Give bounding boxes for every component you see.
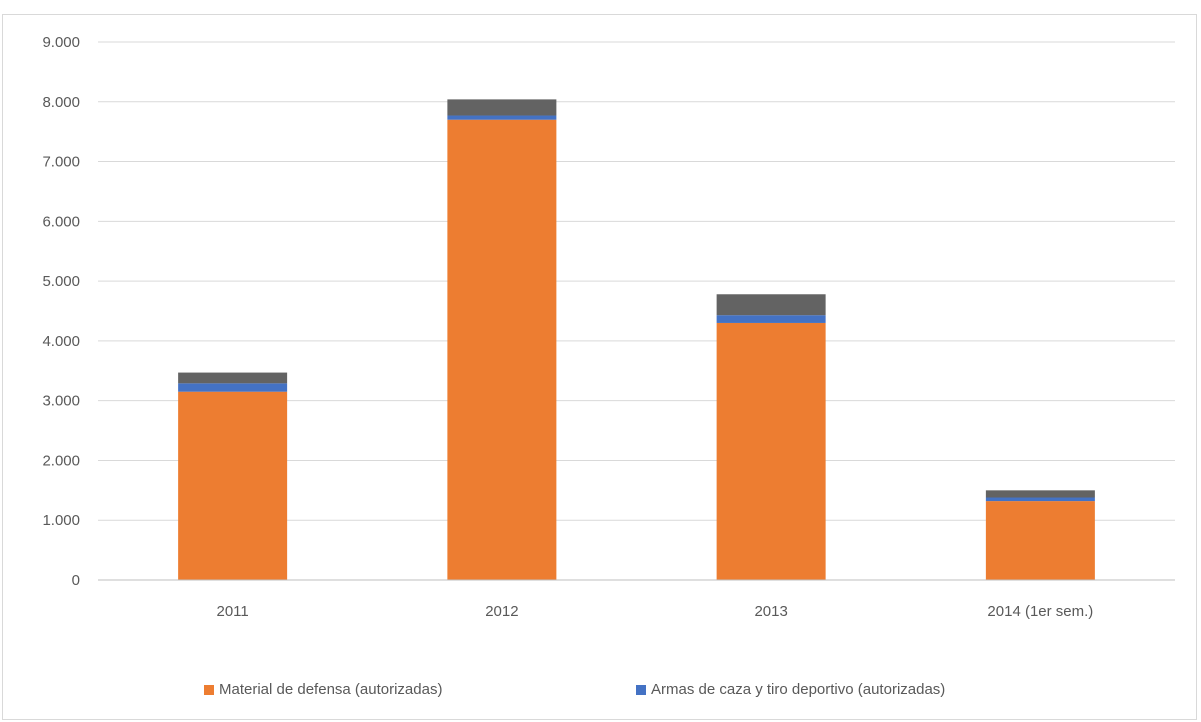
bar-segment-2012-series-0 [447, 119, 557, 580]
legend-item-material-defensa: Material de defensa (autorizadas) [204, 681, 442, 698]
legend-swatch-material-defensa [204, 684, 214, 695]
axes: 0 1.000 2.000 3.000 4.000 5.000 6.000 7.000 8.00… [42, 34, 1175, 620]
bars [178, 99, 1095, 580]
bar-segment-2014-series-2 [985, 490, 1095, 498]
bar-segment-2011-series-0 [178, 391, 288, 580]
y-tick-label: 0 [72, 572, 80, 589]
x-tick-label: 2014 (1er sem.) [987, 603, 1093, 620]
y-tick-label: 8.000 [42, 94, 80, 111]
y-tick-label: 6.000 [42, 213, 80, 230]
bar-segment-2011-series-2 [178, 372, 288, 384]
bar-segment-2014-series-0 [985, 501, 1095, 580]
bar-segment-2012-series-2 [447, 99, 557, 116]
bar-segment-2013-series-1 [716, 315, 826, 323]
chart-frame [2, 14, 1197, 720]
legend: Material de defensa (autorizadas) Armas … [0, 681, 1201, 703]
bar-segment-2013-series-2 [716, 294, 826, 316]
legend-label-armas-caza: Armas de caza y tiro deportivo (autoriza… [651, 681, 946, 698]
y-tick-label: 5.000 [42, 273, 80, 290]
y-tick-label: 9.000 [42, 34, 80, 51]
bar-segment-2011-series-1 [178, 383, 288, 392]
bar-segment-2013-series-0 [716, 322, 826, 580]
bar-segment-2012-series-1 [447, 115, 557, 120]
legend-swatch-armas-caza [636, 684, 646, 695]
y-tick-label: 2.000 [42, 452, 80, 469]
legend-item-armas-caza: Armas de caza y tiro deportivo (autoriza… [636, 681, 945, 698]
x-tick-label: 2013 [754, 603, 787, 620]
x-tick-label: 2011 [216, 603, 248, 620]
y-tick-label: 1.000 [42, 512, 80, 529]
y-tick-label: 4.000 [42, 333, 80, 350]
bar-segment-2014-series-1 [985, 497, 1095, 502]
y-tick-label: 7.000 [42, 154, 80, 171]
y-tick-label: 3.000 [42, 393, 80, 410]
legend-label-material-defensa: Material de defensa (autorizadas) [219, 681, 443, 698]
x-tick-label: 2012 [485, 603, 518, 620]
